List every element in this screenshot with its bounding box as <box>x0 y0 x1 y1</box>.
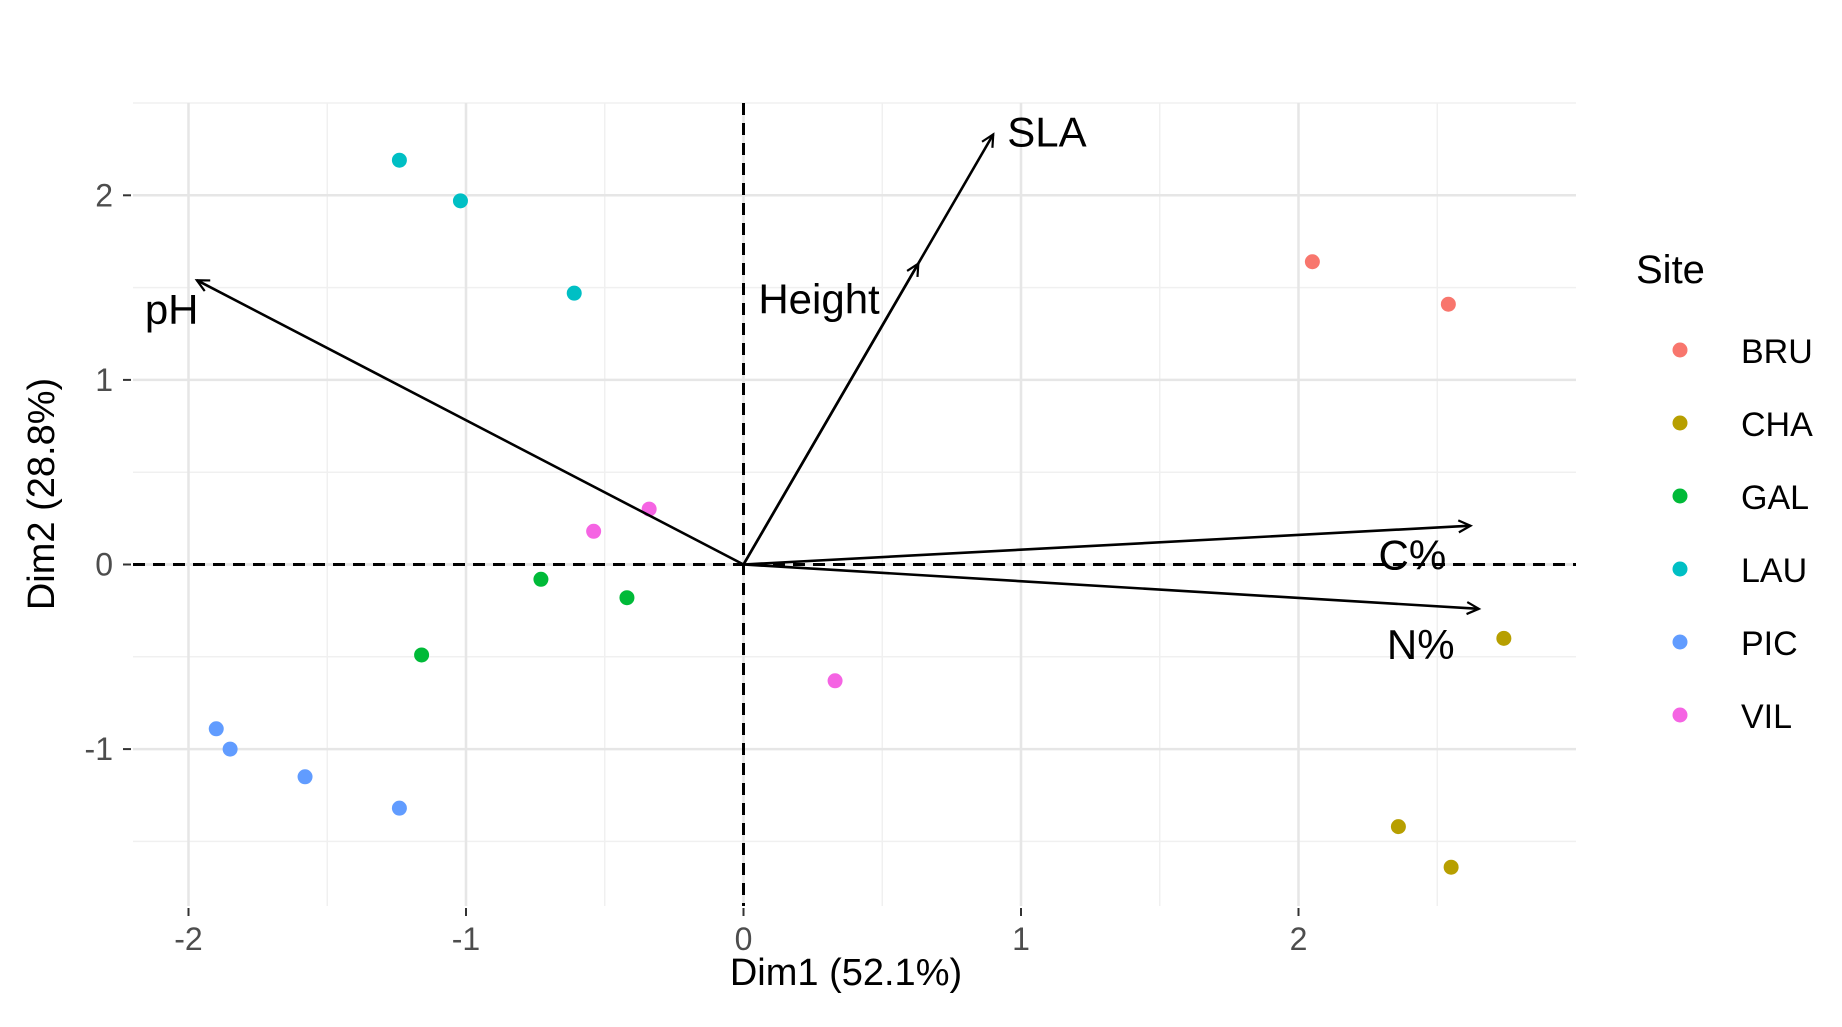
point-gal <box>414 647 430 663</box>
arrow-label-n-pct: N% <box>1387 621 1455 668</box>
y-tick-label: 2 <box>95 177 113 213</box>
point-pic <box>297 769 313 785</box>
arrow-label-c-pct: C% <box>1379 532 1447 579</box>
legend-key-vil <box>1672 707 1688 723</box>
y-tick-label: -1 <box>85 731 113 767</box>
legend-label-vil: VIL <box>1741 698 1792 736</box>
point-cha <box>1496 630 1512 646</box>
point-cha <box>1443 859 1459 875</box>
point-gal <box>619 590 635 606</box>
legend-key-lau <box>1672 561 1688 577</box>
legend-items: BRU CHA GAL LAU PIC VIL <box>1672 333 1813 736</box>
point-pic <box>208 721 224 737</box>
point-bru <box>1304 254 1320 270</box>
legend-label-gal: GAL <box>1741 479 1809 517</box>
legend-label-bru: BRU <box>1741 333 1813 371</box>
legend-key-gal <box>1672 488 1688 504</box>
point-lau <box>566 285 582 301</box>
x-tick-label: -1 <box>452 921 480 957</box>
x-axis-label: Dim1 (52.1%) <box>730 952 962 994</box>
x-tick-label: -2 <box>174 921 202 957</box>
plot-panel: SLA Height pH C% N% <box>133 102 1576 906</box>
y-tick-label: 1 <box>95 362 113 398</box>
x-axis: -2 -1 0 1 2 <box>174 908 1307 957</box>
arrow-n-pct <box>743 563 1482 616</box>
point-vil <box>586 523 602 539</box>
loading-labels: SLA Height pH C% N% <box>145 108 1455 667</box>
arrow-label-height: Height <box>758 276 880 323</box>
legend-key-pic <box>1672 634 1688 650</box>
point-lau <box>452 193 468 209</box>
y-tick-label: 0 <box>95 546 113 582</box>
point-pic <box>391 800 407 816</box>
loading-arrows <box>194 132 1482 616</box>
point-cha <box>1390 819 1406 835</box>
point-vil <box>827 673 843 689</box>
point-gal <box>533 571 549 587</box>
legend-label-cha: CHA <box>1741 406 1813 444</box>
point-pic <box>222 741 238 757</box>
arrow-label-ph: pH <box>145 286 199 333</box>
x-tick-label: 1 <box>1012 921 1030 957</box>
grid-minor <box>133 102 1576 906</box>
legend-key-cha <box>1672 415 1688 431</box>
data-points <box>208 152 1512 875</box>
point-lau <box>391 152 407 168</box>
legend-label-pic: PIC <box>1741 625 1798 663</box>
y-axis-label: Dim2 (28.8%) <box>21 378 63 610</box>
arrow-height <box>742 261 920 566</box>
legend-label-lau: LAU <box>1741 552 1807 590</box>
arrow-c-pct <box>743 519 1474 566</box>
point-bru <box>1440 296 1456 312</box>
legend-title: Site <box>1636 248 1705 292</box>
x-tick-label: 2 <box>1290 921 1308 957</box>
legend-key-bru <box>1672 342 1688 358</box>
arrow-label-sla: SLA <box>1007 108 1086 155</box>
x-tick-label: 0 <box>735 921 753 957</box>
arrow-ph <box>194 279 745 566</box>
legend: Site BRU CHA GAL LAU PIC VIL <box>1636 248 1813 736</box>
grid-major <box>133 103 1576 906</box>
reference-lines <box>133 103 1576 906</box>
y-axis: -1 0 1 2 <box>85 177 131 767</box>
